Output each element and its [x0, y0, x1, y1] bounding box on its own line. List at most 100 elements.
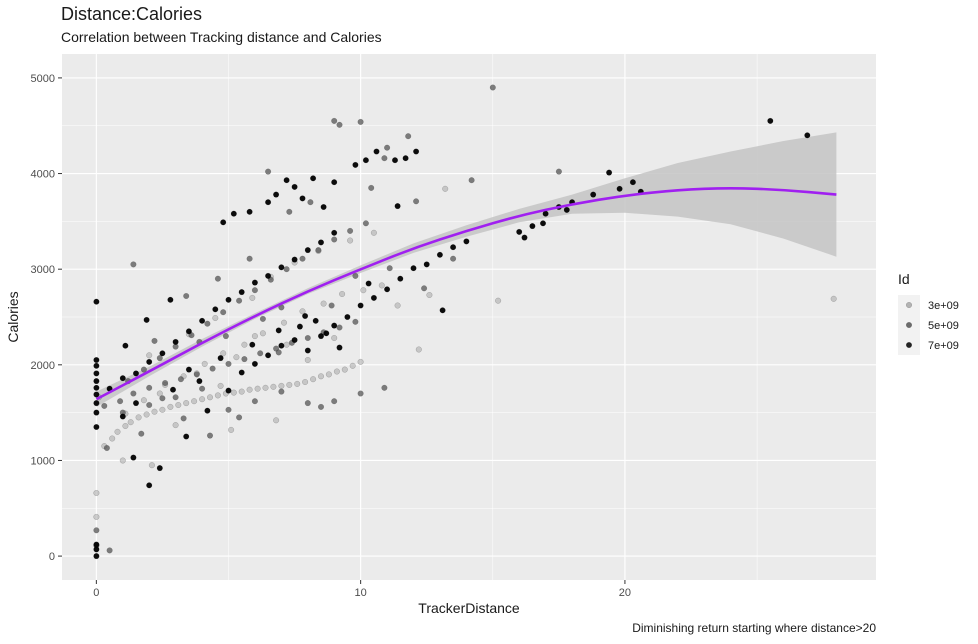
data-point — [283, 266, 290, 273]
data-point — [230, 389, 237, 396]
data-point — [275, 327, 282, 334]
data-point — [439, 307, 446, 314]
data-point — [162, 379, 169, 387]
data-point — [384, 144, 391, 151]
data-point — [328, 302, 335, 309]
data-point — [251, 333, 258, 340]
data-point — [402, 155, 409, 162]
data-point — [251, 360, 258, 367]
data-point — [804, 132, 811, 139]
data-point — [135, 414, 142, 421]
data-point — [352, 161, 359, 168]
data-point — [183, 433, 190, 440]
data-point — [489, 84, 496, 91]
data-point — [539, 220, 547, 227]
data-point — [214, 275, 221, 282]
data-point — [148, 462, 155, 469]
data-point — [212, 314, 219, 322]
data-point — [122, 342, 129, 349]
data-point — [159, 395, 166, 402]
data-point — [317, 373, 325, 380]
data-point — [278, 382, 285, 389]
data-point — [180, 415, 187, 422]
data-point — [413, 198, 420, 205]
data-point — [357, 390, 364, 397]
data-point — [357, 358, 364, 365]
data-point — [352, 272, 359, 279]
data-point — [362, 157, 369, 164]
data-point — [93, 400, 100, 407]
data-point — [529, 223, 536, 230]
data-point — [146, 384, 153, 391]
data-point — [370, 229, 377, 236]
data-point — [413, 148, 420, 155]
data-point — [119, 413, 126, 420]
legend-title: Id — [898, 271, 910, 287]
data-point — [241, 356, 248, 363]
data-point — [450, 244, 457, 251]
data-point — [278, 342, 285, 349]
x-tick-label: 10 — [355, 587, 367, 599]
data-point — [259, 330, 266, 337]
data-point — [320, 203, 327, 211]
chart-title: Distance:Calories — [61, 4, 203, 24]
chart-subtitle: Correlation between Tracking distance an… — [61, 29, 382, 45]
data-point — [130, 390, 137, 397]
data-point — [299, 195, 306, 202]
data-point — [222, 333, 229, 340]
data-point — [521, 234, 528, 241]
data-point — [286, 381, 293, 388]
legend-label: 7e+09 — [928, 340, 959, 352]
data-point — [616, 185, 623, 192]
data-point — [103, 444, 110, 452]
data-point — [119, 375, 126, 382]
data-point — [249, 294, 256, 301]
data-point — [516, 228, 523, 235]
data-point — [830, 295, 837, 302]
data-point — [336, 324, 343, 331]
data-point — [156, 390, 163, 397]
data-point — [140, 397, 147, 404]
data-point — [310, 376, 317, 383]
data-point — [169, 386, 177, 393]
data-point — [302, 312, 309, 320]
data-point — [114, 428, 121, 435]
y-tick-label: 3000 — [31, 264, 55, 276]
legend-key-point — [905, 301, 913, 309]
data-point — [238, 388, 245, 395]
data-point — [317, 239, 325, 246]
data-point — [304, 400, 311, 407]
data-point — [183, 400, 190, 407]
data-point — [463, 238, 470, 245]
data-point — [296, 323, 303, 330]
data-point — [273, 191, 280, 198]
data-point — [236, 297, 243, 304]
data-point — [109, 435, 116, 442]
data-point — [167, 296, 174, 303]
series-7e+09 — [93, 117, 811, 560]
trend-curve — [95, 187, 837, 401]
data-point — [185, 328, 192, 335]
data-point — [130, 261, 137, 268]
data-point — [542, 210, 549, 217]
data-point — [93, 489, 100, 497]
data-point — [246, 386, 253, 393]
data-point — [230, 210, 237, 217]
data-point — [291, 183, 298, 190]
data-point — [146, 401, 153, 409]
data-point — [172, 422, 179, 429]
data-point — [246, 255, 253, 262]
data-point — [251, 279, 258, 286]
data-point — [146, 482, 153, 489]
data-point — [220, 219, 227, 226]
data-point — [93, 384, 100, 391]
data-point — [175, 401, 182, 409]
data-point — [347, 237, 354, 244]
data-point — [325, 371, 332, 378]
data-point — [217, 382, 224, 389]
data-point — [590, 191, 597, 198]
data-point — [156, 355, 163, 362]
data-point — [629, 179, 636, 186]
data-point — [236, 414, 243, 421]
data-point — [315, 247, 322, 254]
